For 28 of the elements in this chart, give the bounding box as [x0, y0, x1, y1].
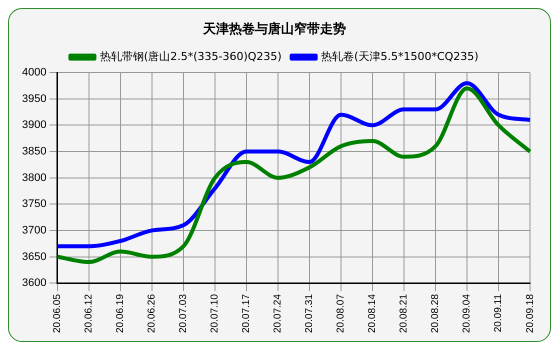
x-tick-label: 20.07.17	[241, 294, 252, 334]
x-tick-label: 20.07.03	[178, 294, 190, 334]
x-tick-label: 20.09.11	[493, 294, 504, 332]
legend-label: 热轧带钢(唐山2.5*(335-360)Q235)	[100, 50, 282, 63]
x-tick-label: 20.09.18	[524, 294, 536, 334]
x-tick-label: 20.06.26	[146, 294, 158, 334]
y-tick-label: 3750	[22, 198, 46, 210]
x-tick-label: 20.07.24	[272, 294, 284, 334]
y-tick-label: 3950	[22, 92, 46, 105]
y-tick-label: 3900	[22, 119, 46, 132]
x-tick-label: 20.06.05	[52, 294, 64, 334]
x-tick-label: 20.07.31	[304, 294, 316, 334]
x-tick-label: 20.08.21	[398, 294, 410, 334]
legend-label: 热轧卷(天津5.5*1500*CQ235)	[321, 50, 479, 63]
y-tick-label: 3850	[22, 146, 46, 158]
x-tick-label: 20.09.04	[462, 294, 473, 334]
x-tick-label: 20.06.19	[115, 294, 126, 334]
x-tick-label: 20.06.12	[84, 294, 95, 334]
y-tick-label: 3800	[22, 172, 46, 184]
x-tick-label: 20.08.14	[367, 294, 378, 334]
x-tick-label: 20.08.28	[430, 294, 442, 334]
y-tick-label: 3600	[22, 277, 46, 290]
y-tick-label: 4000	[22, 66, 46, 79]
y-tick-label: 3700	[22, 224, 46, 236]
x-tick-label: 20.07.10	[210, 294, 221, 334]
x-tick-label: 20.08.07	[336, 294, 347, 334]
chart-title: 天津热卷与唐山窄带走势	[202, 21, 346, 38]
y-tick-label: 3650	[22, 250, 46, 263]
